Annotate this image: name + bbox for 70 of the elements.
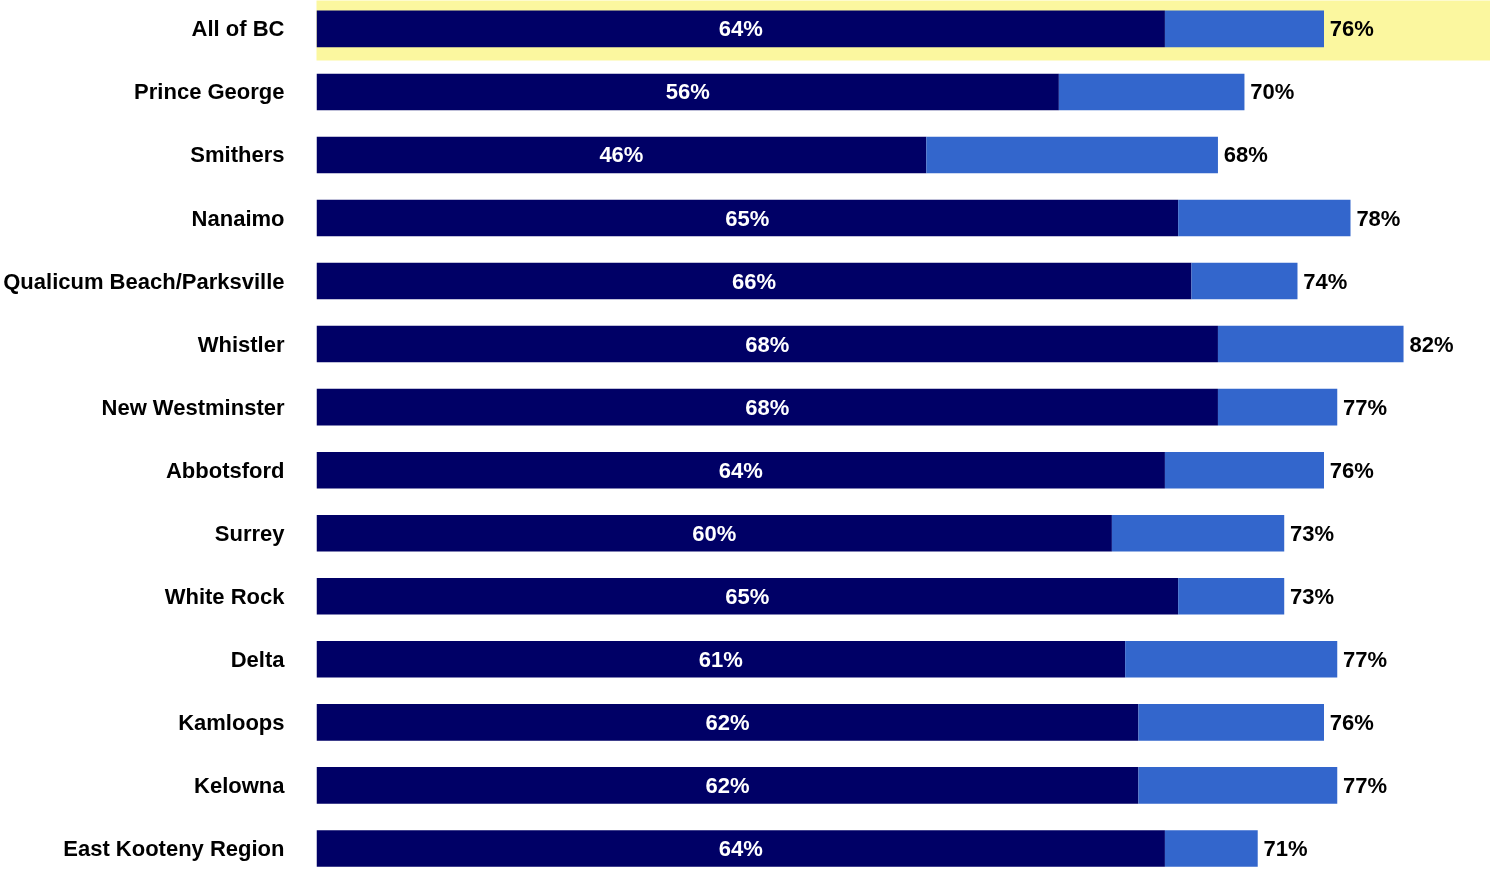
y-tick-label: New Westminster bbox=[101, 394, 285, 420]
bar bbox=[1164, 830, 1258, 867]
data-label: 64% bbox=[718, 16, 763, 42]
total-label: 82% bbox=[1409, 331, 1454, 357]
y-tick-label: East Kooteny Region bbox=[63, 835, 285, 861]
bar bbox=[316, 830, 1165, 867]
bar bbox=[316, 388, 1218, 426]
total-label: 76% bbox=[1329, 16, 1374, 42]
bar bbox=[316, 262, 1192, 300]
bar bbox=[316, 704, 1139, 741]
y-tick-label: White Rock bbox=[164, 583, 286, 609]
y-tick-label: Smithers bbox=[190, 142, 285, 168]
data-label: 68% bbox=[745, 331, 790, 357]
total-label: 73% bbox=[1290, 520, 1335, 546]
y-tick-label: Kamloops bbox=[178, 709, 285, 735]
bar bbox=[1217, 388, 1338, 426]
data-label: 60% bbox=[692, 520, 737, 546]
bar bbox=[316, 451, 1165, 489]
total-label: 70% bbox=[1250, 79, 1295, 105]
bar bbox=[1138, 704, 1324, 741]
y-tick-label: Abbotsford bbox=[165, 457, 285, 483]
bar bbox=[316, 514, 1112, 552]
bar bbox=[316, 199, 1179, 237]
bar bbox=[926, 136, 1218, 174]
bar bbox=[316, 73, 1059, 111]
bar bbox=[1111, 514, 1285, 552]
data-label: 65% bbox=[725, 583, 770, 609]
bar bbox=[316, 136, 927, 174]
total-label: 74% bbox=[1303, 268, 1348, 294]
bar bbox=[1125, 641, 1338, 678]
y-tick-label: Kelowna bbox=[194, 772, 286, 798]
data-label: 61% bbox=[698, 646, 743, 672]
total-label: 76% bbox=[1329, 709, 1374, 735]
total-label: 77% bbox=[1343, 772, 1388, 798]
bar bbox=[1164, 451, 1324, 489]
bar bbox=[316, 325, 1218, 363]
bar bbox=[316, 767, 1139, 804]
total-label: 78% bbox=[1356, 205, 1401, 231]
y-tick-label: Nanaimo bbox=[191, 205, 285, 231]
data-label: 68% bbox=[745, 394, 790, 420]
y-tick-label: Surrey bbox=[214, 520, 286, 546]
data-label: 62% bbox=[705, 772, 750, 798]
bar bbox=[1058, 73, 1245, 111]
data-label: 65% bbox=[725, 205, 770, 231]
total-label: 77% bbox=[1343, 394, 1388, 420]
data-label: 46% bbox=[599, 142, 644, 168]
bar bbox=[316, 577, 1179, 615]
total-label: 71% bbox=[1263, 835, 1308, 861]
total-label: 76% bbox=[1329, 457, 1374, 483]
bar bbox=[316, 10, 1165, 48]
data-label: 56% bbox=[665, 79, 710, 105]
y-tick-label: Qualicum Beach/Parksville bbox=[3, 268, 285, 294]
y-tick-label: Prince George bbox=[134, 79, 285, 105]
y-tick-label: Whistler bbox=[197, 331, 285, 357]
bar bbox=[1164, 10, 1324, 48]
data-label: 64% bbox=[718, 835, 763, 861]
bar bbox=[1217, 325, 1404, 363]
data-label: 66% bbox=[731, 268, 776, 294]
bar bbox=[316, 641, 1126, 678]
total-label: 68% bbox=[1223, 142, 1268, 168]
bar bbox=[1138, 767, 1338, 804]
bar bbox=[1178, 199, 1351, 237]
total-label: 77% bbox=[1343, 646, 1388, 672]
bar bbox=[1191, 262, 1298, 300]
data-label: 62% bbox=[705, 709, 750, 735]
y-tick-label: All of BC bbox=[191, 16, 285, 42]
y-tick-label: Delta bbox=[230, 646, 286, 672]
total-label: 73% bbox=[1290, 583, 1335, 609]
data-label: 64% bbox=[718, 457, 763, 483]
bar bbox=[1178, 577, 1285, 615]
